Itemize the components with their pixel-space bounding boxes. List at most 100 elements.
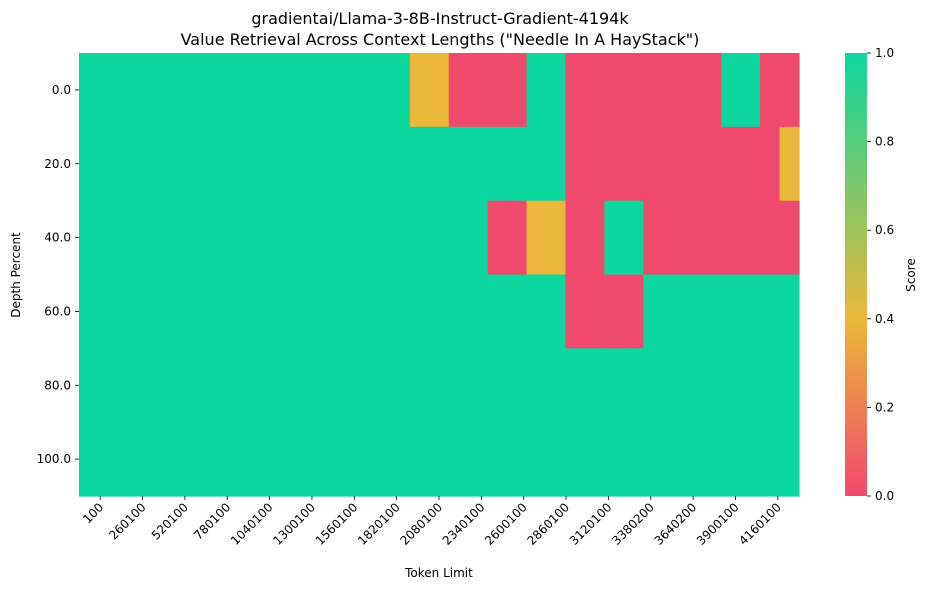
heatmap-cell bbox=[448, 274, 469, 349]
heatmap-cell bbox=[312, 348, 333, 423]
heatmap-cell bbox=[584, 422, 606, 497]
heatmap-cell bbox=[117, 53, 138, 128]
x-tick-label: 2080100 bbox=[397, 500, 445, 548]
heatmap-cell bbox=[682, 53, 703, 128]
heatmap-cell bbox=[565, 53, 586, 128]
x-tick-label: 3380200 bbox=[609, 500, 657, 548]
x-tick-label: 1300100 bbox=[270, 500, 318, 548]
heatmap-cell bbox=[623, 274, 644, 349]
heatmap-cell bbox=[234, 422, 255, 497]
heatmap-cell bbox=[156, 126, 177, 202]
heatmap-cell bbox=[584, 200, 606, 276]
heatmap-cell bbox=[662, 126, 683, 202]
heatmap-cell bbox=[234, 53, 255, 128]
heatmap-cell bbox=[293, 126, 314, 202]
heatmap-cell bbox=[215, 126, 236, 202]
heatmap-cell bbox=[370, 126, 391, 202]
colorbar-gradient bbox=[845, 53, 867, 496]
heatmap-cell bbox=[351, 274, 372, 349]
heatmap-cell bbox=[760, 53, 781, 128]
colorbar-tick-label: 1.0 bbox=[875, 46, 894, 60]
heatmap-cell bbox=[79, 200, 100, 276]
y-tick-label: 100.0 bbox=[37, 452, 71, 466]
heatmap-cell bbox=[215, 422, 236, 497]
heatmap-cell bbox=[682, 348, 703, 423]
heatmap-cell bbox=[176, 53, 197, 128]
heatmap-cell bbox=[273, 200, 294, 276]
heatmap-cell bbox=[565, 200, 586, 276]
heatmap-cell bbox=[526, 422, 547, 497]
heatmap-cell bbox=[565, 274, 586, 349]
heatmap-cell bbox=[779, 422, 800, 497]
heatmap-cell bbox=[351, 53, 372, 128]
colorbar-tick-label: 0.2 bbox=[875, 400, 894, 414]
heatmap-cell bbox=[779, 53, 800, 128]
heatmap-cell bbox=[643, 348, 664, 423]
heatmap-cell bbox=[682, 274, 703, 349]
heatmap-cell bbox=[390, 348, 411, 423]
heatmap-cell bbox=[273, 53, 294, 128]
heatmap-cell bbox=[390, 53, 411, 128]
heatmap-cell bbox=[98, 274, 119, 349]
heatmap-cell bbox=[604, 200, 625, 276]
heatmap-cell bbox=[176, 422, 197, 497]
heatmap-cell bbox=[526, 126, 547, 202]
heatmap-cell bbox=[176, 348, 197, 423]
heatmap-cell bbox=[448, 348, 469, 423]
heatmap-cell bbox=[429, 126, 450, 202]
heatmap-cell bbox=[215, 200, 236, 276]
heatmap-cell bbox=[331, 126, 353, 202]
heatmap-cell bbox=[448, 126, 469, 202]
heatmap-cell bbox=[293, 422, 314, 497]
heatmap-cell bbox=[390, 200, 411, 276]
heatmap-cell bbox=[98, 53, 119, 128]
heatmap-cell bbox=[507, 53, 528, 128]
heatmap-cell bbox=[351, 126, 372, 202]
heatmap-cell bbox=[487, 274, 508, 349]
heatmap-cell bbox=[331, 274, 353, 349]
heatmap-cell bbox=[98, 348, 119, 423]
heatmap-cell bbox=[351, 200, 372, 276]
heatmap-cell bbox=[351, 348, 372, 423]
heatmap-cell bbox=[760, 348, 781, 423]
heatmap-cell bbox=[662, 422, 683, 497]
heatmap-cell bbox=[643, 274, 664, 349]
heatmap-cell bbox=[565, 348, 586, 423]
heatmap-cell bbox=[390, 274, 411, 349]
heatmap-cells bbox=[79, 53, 800, 497]
heatmap-cell bbox=[604, 274, 625, 349]
heatmap-cell bbox=[370, 53, 391, 128]
heatmap-cell bbox=[448, 422, 469, 497]
heatmap-cell bbox=[429, 53, 450, 128]
heatmap-cell bbox=[682, 422, 703, 497]
heatmap-cell bbox=[740, 422, 761, 497]
heatmap-cell bbox=[468, 274, 489, 349]
heatmap-cell bbox=[526, 348, 547, 423]
heatmap-cell bbox=[156, 422, 177, 497]
heatmap-cell bbox=[721, 422, 742, 497]
heatmap-cell bbox=[312, 200, 333, 276]
heatmap-cell bbox=[448, 53, 469, 128]
heatmap-cell bbox=[487, 53, 508, 128]
heatmap-cell bbox=[526, 274, 547, 349]
heatmap-cell bbox=[117, 348, 138, 423]
heatmap-cell bbox=[137, 422, 158, 497]
heatmap-cell bbox=[215, 53, 236, 128]
heatmap-cell bbox=[98, 422, 119, 497]
heatmap-cell bbox=[195, 274, 216, 349]
x-tick-label: 100 bbox=[80, 500, 106, 526]
heatmap-cell bbox=[409, 200, 430, 276]
heatmap-cell bbox=[546, 274, 567, 349]
heatmap-cell bbox=[370, 200, 391, 276]
heatmap-cell bbox=[254, 422, 275, 497]
heatmap-cell bbox=[79, 53, 100, 128]
heatmap-cell bbox=[701, 126, 722, 202]
heatmap-cell bbox=[740, 200, 761, 276]
heatmap-cell bbox=[740, 274, 761, 349]
heatmap-cell bbox=[643, 200, 664, 276]
x-tick-label: 1560100 bbox=[313, 500, 361, 548]
heatmap-cell bbox=[117, 200, 138, 276]
heatmap-cell bbox=[409, 348, 430, 423]
heatmap-cell bbox=[760, 200, 781, 276]
heatmap-cell bbox=[234, 126, 255, 202]
